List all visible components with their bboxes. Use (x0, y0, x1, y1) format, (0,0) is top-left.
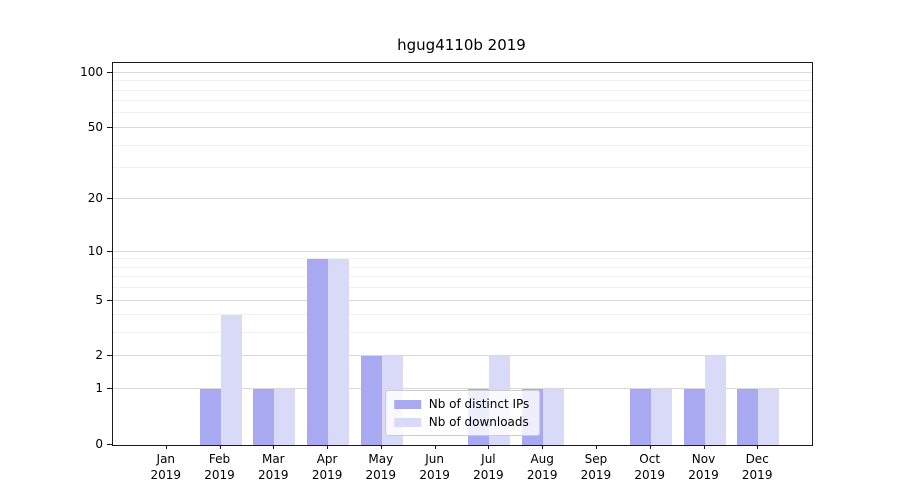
minor-gridline-90 (113, 80, 812, 82)
legend-swatch-downloads (393, 417, 421, 427)
x-tick-mark-jun (434, 445, 436, 449)
bar-distinct-ips-mar (253, 389, 275, 445)
minor-gridline-40 (113, 144, 812, 146)
bar-distinct-ips-nov (683, 389, 705, 445)
x-tick-label-sep: Sep 2019 (580, 452, 612, 482)
bar-distinct-ips-apr (307, 259, 329, 445)
y-tick-mark-50 (107, 126, 112, 128)
major-gridline-2 (113, 355, 812, 357)
major-gridline-5 (113, 299, 812, 301)
x-tick-mark-oct (649, 445, 651, 449)
x-tick-label-nov: Nov 2019 (688, 452, 719, 482)
x-tick-mark-dec (757, 445, 759, 449)
x-tick-label-jul: Jul 2019 (473, 452, 504, 482)
x-tick-mark-apr (327, 445, 329, 449)
x-tick-label-aug: Aug 2019 (526, 452, 558, 482)
minor-gridline-4 (113, 314, 812, 316)
minor-gridline-30 (113, 167, 812, 168)
x-tick-mark-sep (595, 445, 597, 449)
y-tick-mark-10 (107, 250, 112, 252)
major-gridline-10 (113, 250, 812, 252)
minor-gridline-8 (113, 266, 812, 268)
legend-swatch-distinct-ips (393, 399, 421, 409)
x-tick-mark-mar (273, 445, 275, 449)
x-tick-mark-feb (219, 445, 221, 449)
y-tick-mark-20 (107, 198, 112, 200)
y-tick-label-5: 5 (95, 292, 103, 307)
plot-area: Nb of distinct IPs Nb of downloads (112, 62, 813, 446)
x-tick-label-may: May 2019 (365, 452, 397, 482)
legend-label-distinct-ips: Nb of distinct IPs (428, 397, 530, 411)
minor-gridline-3 (113, 332, 812, 334)
chart-title: hgug4110b 2019 (397, 36, 526, 54)
bar-downloads-aug (543, 389, 565, 445)
major-gridline-100 (113, 71, 812, 73)
legend-row-downloads: Nb of downloads (393, 415, 530, 429)
bar-downloads-apr (328, 259, 350, 445)
y-tick-mark-100 (107, 71, 112, 73)
y-tick-label-20: 20 (87, 191, 103, 206)
bar-downloads-nov (704, 356, 726, 445)
x-tick-label-dec: Dec 2019 (741, 452, 773, 482)
bar-distinct-ips-may (360, 356, 382, 445)
major-gridline-20 (113, 198, 812, 200)
minor-gridline-9 (113, 258, 812, 260)
x-tick-label-oct: Oct 2019 (634, 452, 665, 482)
x-tick-label-jan: Jan 2019 (150, 452, 182, 482)
minor-gridline-70 (113, 100, 812, 102)
minor-gridline-80 (113, 89, 812, 91)
y-tick-mark-1 (107, 388, 112, 390)
x-tick-mark-may (380, 445, 382, 449)
minor-gridline-60 (113, 112, 812, 114)
y-tick-mark-2 (107, 355, 112, 357)
x-tick-label-apr: Apr 2019 (311, 452, 343, 482)
major-gridline-1 (113, 388, 812, 390)
y-tick-mark-5 (107, 299, 112, 301)
minor-gridline-7 (113, 276, 812, 278)
x-tick-label-jun: Jun 2019 (419, 452, 450, 482)
bar-downloads-dec (758, 389, 780, 445)
x-tick-mark-aug (542, 445, 544, 449)
legend-row-distinct-ips: Nb of distinct IPs (393, 397, 530, 411)
y-tick-mark-0 (107, 444, 112, 445)
y-tick-label-100: 100 (80, 64, 103, 79)
x-tick-mark-nov (703, 445, 705, 449)
y-tick-label-2: 2 (95, 348, 103, 363)
y-tick-label-1: 1 (95, 381, 103, 396)
bar-downloads-oct (650, 389, 672, 445)
x-tick-label-feb: Feb 2019 (204, 452, 235, 482)
major-gridline-50 (113, 126, 812, 128)
y-tick-label-0: 0 (95, 437, 103, 451)
legend-label-downloads: Nb of downloads (428, 415, 529, 429)
x-tick-mark-jan (165, 445, 167, 449)
minor-gridline-6 (113, 287, 812, 289)
bar-downloads-feb (220, 315, 242, 445)
bar-distinct-ips-feb (199, 389, 221, 445)
x-tick-label-mar: Mar 2019 (258, 452, 289, 482)
y-tick-label-50: 50 (87, 119, 103, 134)
legend: Nb of distinct IPs Nb of downloads (384, 390, 541, 436)
bar-distinct-ips-oct (629, 389, 651, 445)
y-tick-label-10: 10 (87, 243, 103, 258)
x-tick-mark-jul (488, 445, 490, 449)
bar-downloads-mar (274, 389, 296, 445)
bar-distinct-ips-dec (737, 389, 759, 445)
